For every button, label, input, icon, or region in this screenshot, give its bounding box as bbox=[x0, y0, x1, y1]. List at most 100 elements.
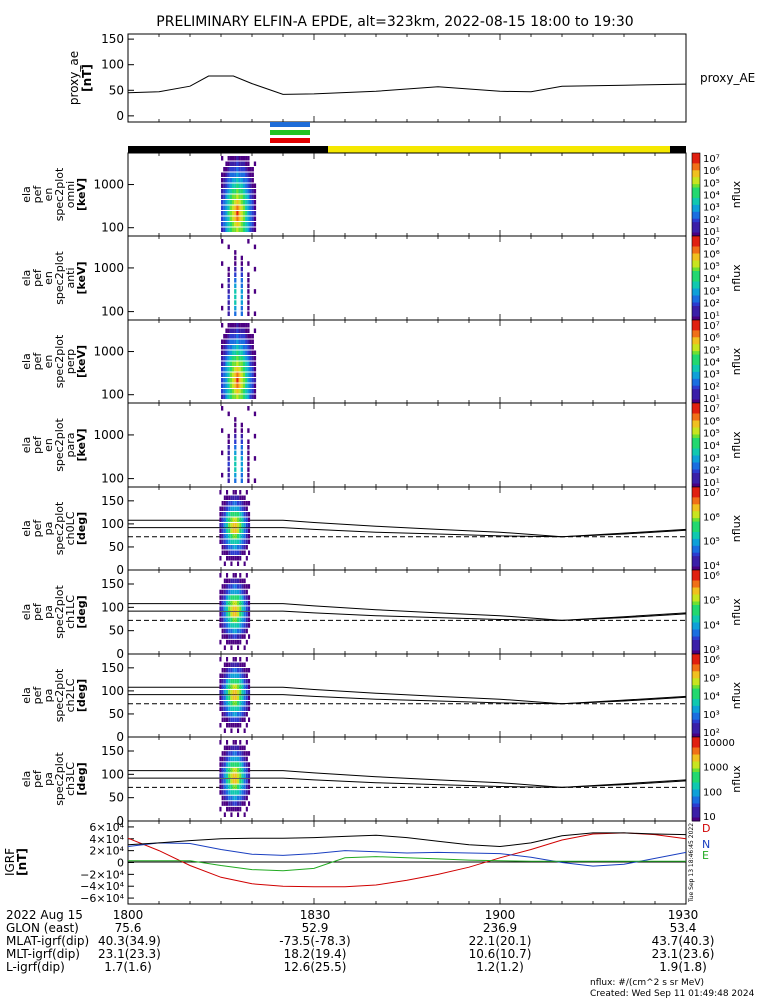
spectrogram-cell bbox=[234, 156, 237, 161]
spectrogram-cell bbox=[230, 662, 233, 667]
colorbar-tick-label: 10⁴ bbox=[703, 692, 720, 703]
spectrogram-cell bbox=[239, 490, 242, 495]
spectrogram-cell bbox=[248, 623, 251, 628]
spectrogram-cell bbox=[223, 679, 226, 684]
spectrogram-cell bbox=[247, 367, 250, 372]
spectrogram-cell bbox=[245, 668, 248, 673]
spectrogram-cell bbox=[228, 545, 231, 550]
colorbar-band bbox=[692, 382, 700, 387]
spectrogram-cell bbox=[237, 550, 240, 555]
spectrogram-cell bbox=[248, 762, 251, 767]
spectrogram-cell bbox=[245, 512, 248, 517]
spectrogram-cell bbox=[237, 606, 240, 611]
spectrogram-cell bbox=[245, 712, 248, 717]
spectrogram-cell bbox=[237, 779, 240, 784]
spectrogram-cell bbox=[240, 266, 243, 272]
spectrogram-cell bbox=[237, 528, 240, 533]
spectrogram-cell bbox=[242, 161, 246, 166]
spectrogram-cell bbox=[227, 356, 230, 361]
spectrogram-cell bbox=[239, 801, 242, 806]
spectrogram-cell bbox=[241, 712, 244, 717]
spectrogram-cell bbox=[227, 178, 230, 183]
spectrogram-cell bbox=[239, 684, 242, 689]
spectrogram-cell bbox=[249, 345, 252, 350]
spectrogram-cell bbox=[240, 200, 243, 205]
spectrogram-cell bbox=[243, 790, 246, 795]
colorbar-band bbox=[692, 180, 700, 185]
colorbar-tick-label: 10² bbox=[703, 382, 720, 393]
spectrogram-cell bbox=[240, 194, 243, 199]
spectrogram-cell bbox=[227, 156, 230, 161]
spectrogram-cell bbox=[219, 556, 222, 561]
spectrogram-cell bbox=[223, 623, 226, 628]
colorbar-band bbox=[692, 674, 700, 679]
spectrogram-cell bbox=[228, 690, 231, 695]
spectrogram-cell bbox=[242, 172, 246, 177]
spectrogram-cell bbox=[232, 784, 235, 790]
spectrogram-cell bbox=[248, 784, 251, 790]
spectrogram-cell bbox=[245, 334, 248, 339]
spectrogram-data bbox=[221, 239, 257, 316]
spectrogram-cell bbox=[223, 767, 226, 773]
spectrogram-cell bbox=[226, 701, 229, 706]
spectrogram-cell bbox=[234, 556, 237, 561]
spectrogram-cell bbox=[240, 172, 243, 177]
spectrogram-cell bbox=[227, 411, 230, 417]
spectrogram-cell bbox=[253, 244, 257, 250]
spectrogram-cell bbox=[241, 512, 244, 517]
colorbar-band bbox=[692, 452, 700, 456]
spectrogram-cell bbox=[223, 517, 226, 522]
spectrogram-cell bbox=[234, 266, 237, 272]
spectrogram-cell bbox=[247, 467, 250, 472]
spectrogram-cell bbox=[232, 801, 235, 806]
spectrogram-cell bbox=[248, 584, 251, 589]
spectrogram-cell bbox=[221, 283, 224, 289]
spectrogram-cell bbox=[241, 756, 244, 762]
colorbar-band bbox=[692, 441, 700, 446]
colorbar-band bbox=[692, 462, 700, 467]
spectrogram-cell bbox=[230, 501, 233, 506]
spectrogram-cell bbox=[248, 668, 251, 673]
spectrogram-cell bbox=[219, 539, 222, 544]
spectrogram-cell bbox=[237, 534, 240, 539]
spectrogram-cell bbox=[238, 178, 241, 183]
panel-ylabel: ela bbox=[20, 604, 33, 621]
colorbar-band bbox=[692, 803, 700, 808]
spectrogram-cell bbox=[226, 528, 229, 533]
spectrogram-cell bbox=[226, 679, 229, 684]
spectrogram-cell bbox=[232, 690, 235, 695]
spectrogram-cell bbox=[226, 662, 229, 667]
spectrogram-cell bbox=[231, 389, 235, 394]
spectrogram-cell bbox=[240, 361, 243, 366]
spectrogram-cell bbox=[240, 383, 243, 388]
spectrogram-cell bbox=[247, 189, 250, 194]
panel-ylabel: pef bbox=[31, 686, 44, 705]
colorbar-band bbox=[692, 535, 700, 540]
spectrogram-cell bbox=[227, 450, 230, 456]
ytick-label: 150 bbox=[101, 494, 124, 508]
spectrogram-cell bbox=[228, 556, 231, 561]
spectrogram-cell bbox=[223, 701, 226, 706]
spectrogram-cell bbox=[227, 472, 230, 478]
spectrogram-cell bbox=[241, 762, 244, 767]
spectrogram-cell bbox=[230, 712, 233, 717]
spectrogram-cell bbox=[231, 339, 235, 344]
spectrogram-cell bbox=[230, 668, 233, 673]
spectrogram-cell bbox=[229, 378, 233, 383]
spectrogram-cell bbox=[248, 684, 251, 689]
footer-value: 1.9(1.8) bbox=[659, 960, 707, 974]
spectrogram-cell bbox=[243, 751, 246, 756]
spectrogram-cell bbox=[236, 200, 239, 205]
spectrogram-cell bbox=[237, 679, 240, 684]
spectrogram-cell bbox=[219, 740, 222, 745]
spectrogram-cell bbox=[227, 167, 230, 172]
spectrogram-cell bbox=[221, 673, 224, 678]
spectrogram-cell bbox=[236, 372, 239, 377]
spectrogram-cell bbox=[247, 261, 250, 266]
spectrogram-cell bbox=[219, 657, 222, 662]
colorbar-band bbox=[692, 737, 700, 741]
spectrogram-cell bbox=[221, 606, 224, 611]
spectrogram-cell bbox=[229, 227, 233, 232]
footer-value: 1.2(1.2) bbox=[476, 960, 524, 974]
spectrogram-cell bbox=[247, 156, 250, 161]
